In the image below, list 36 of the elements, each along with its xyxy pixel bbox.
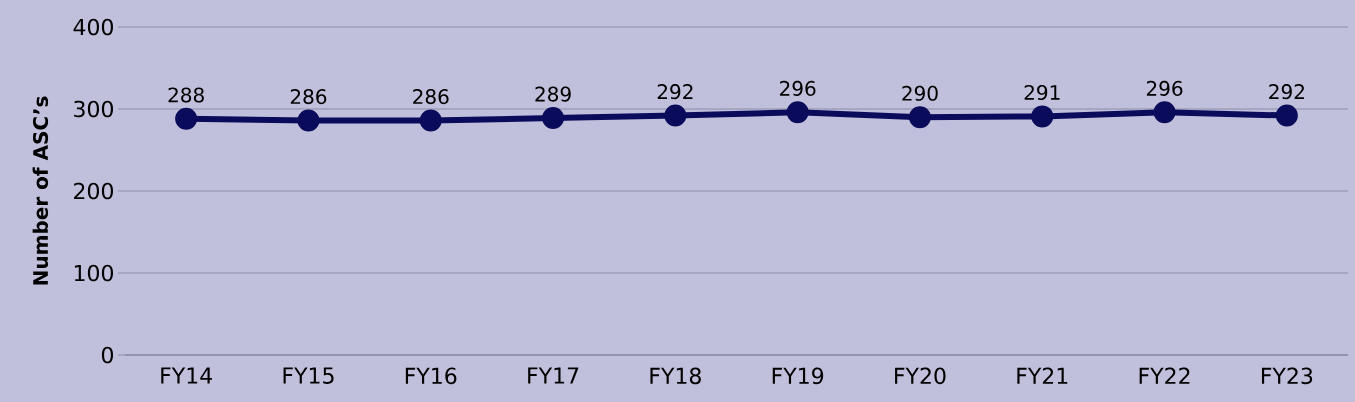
data-label: 288 [168,87,204,103]
data-label: 292 [1269,84,1304,100]
data-label: 296 [780,80,816,96]
data-label: 286 [413,89,449,105]
x-tick-label: FY16 [405,367,457,385]
data-label: 292 [657,84,693,100]
point [419,109,442,132]
data-label: 290 [902,85,938,101]
x-tick-label: FY19 [772,367,824,385]
data-label: 289 [535,86,571,102]
y-axis-title: Number of ASC’s [32,96,49,285]
y-tick-label: 300 [74,100,113,118]
point [908,106,931,129]
y-tick-label: 0 [101,346,113,364]
point [175,107,198,130]
point [1031,105,1054,128]
data-label: 291 [1024,84,1060,101]
x-tick-label: FY20 [895,367,946,385]
data-label: 296 [1146,80,1183,96]
point [786,101,809,124]
x-tick-label: FY23 [1261,367,1313,385]
x-tick-label: FY21 [1017,367,1068,384]
y-tick-label: 400 [73,18,113,36]
x-tick-label: FY15 [283,367,334,384]
point [297,109,320,132]
x-tick-label: FY17 [528,367,579,384]
y-tick-label: 200 [74,182,113,200]
point [664,104,687,127]
point [1275,104,1298,127]
point [542,107,565,130]
y-tick-label: 100 [74,264,113,282]
x-tick-label: FY22 [1139,367,1190,384]
data-label: 286 [290,89,327,105]
x-tick-label: FY18 [650,367,701,385]
x-tick-label: FY14 [161,367,212,384]
point [1153,101,1176,124]
